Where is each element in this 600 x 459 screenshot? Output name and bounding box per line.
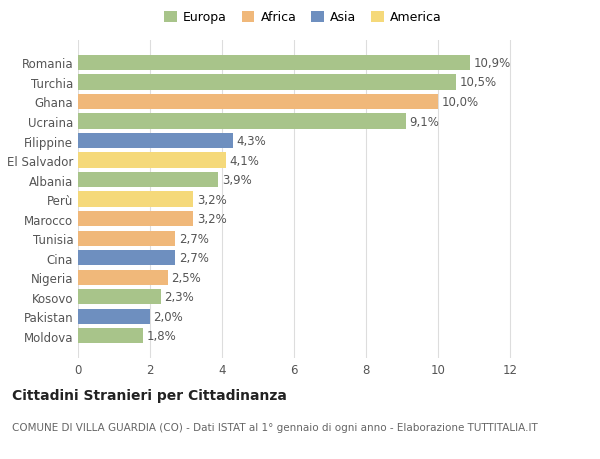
Bar xyxy=(78,153,226,168)
Bar xyxy=(78,134,233,149)
Text: 3,9%: 3,9% xyxy=(222,174,252,187)
Bar xyxy=(78,56,470,71)
Bar xyxy=(78,309,150,324)
Bar xyxy=(78,173,218,188)
Text: 3,2%: 3,2% xyxy=(197,213,227,226)
Text: 2,7%: 2,7% xyxy=(179,252,209,264)
Text: Cittadini Stranieri per Cittadinanza: Cittadini Stranieri per Cittadinanza xyxy=(12,388,287,402)
Text: 2,7%: 2,7% xyxy=(179,232,209,245)
Bar xyxy=(78,114,406,129)
Bar xyxy=(78,270,168,285)
Bar xyxy=(78,329,143,344)
Text: 4,1%: 4,1% xyxy=(229,154,259,167)
Legend: Europa, Africa, Asia, America: Europa, Africa, Asia, America xyxy=(159,6,447,29)
Bar xyxy=(78,192,193,207)
Text: 10,9%: 10,9% xyxy=(474,57,511,70)
Bar xyxy=(78,231,175,246)
Bar xyxy=(78,290,161,305)
Bar xyxy=(78,95,438,110)
Text: 2,0%: 2,0% xyxy=(154,310,184,323)
Bar xyxy=(78,212,193,227)
Text: 10,5%: 10,5% xyxy=(460,76,497,89)
Text: COMUNE DI VILLA GUARDIA (CO) - Dati ISTAT al 1° gennaio di ogni anno - Elaborazi: COMUNE DI VILLA GUARDIA (CO) - Dati ISTA… xyxy=(12,422,538,432)
Text: 4,3%: 4,3% xyxy=(236,135,266,148)
Text: 9,1%: 9,1% xyxy=(409,115,439,128)
Bar xyxy=(78,251,175,266)
Text: 2,5%: 2,5% xyxy=(172,271,202,284)
Text: 3,2%: 3,2% xyxy=(197,193,227,206)
Text: 2,3%: 2,3% xyxy=(164,291,194,303)
Bar xyxy=(78,75,456,90)
Text: 1,8%: 1,8% xyxy=(146,330,176,342)
Text: 10,0%: 10,0% xyxy=(442,96,479,109)
